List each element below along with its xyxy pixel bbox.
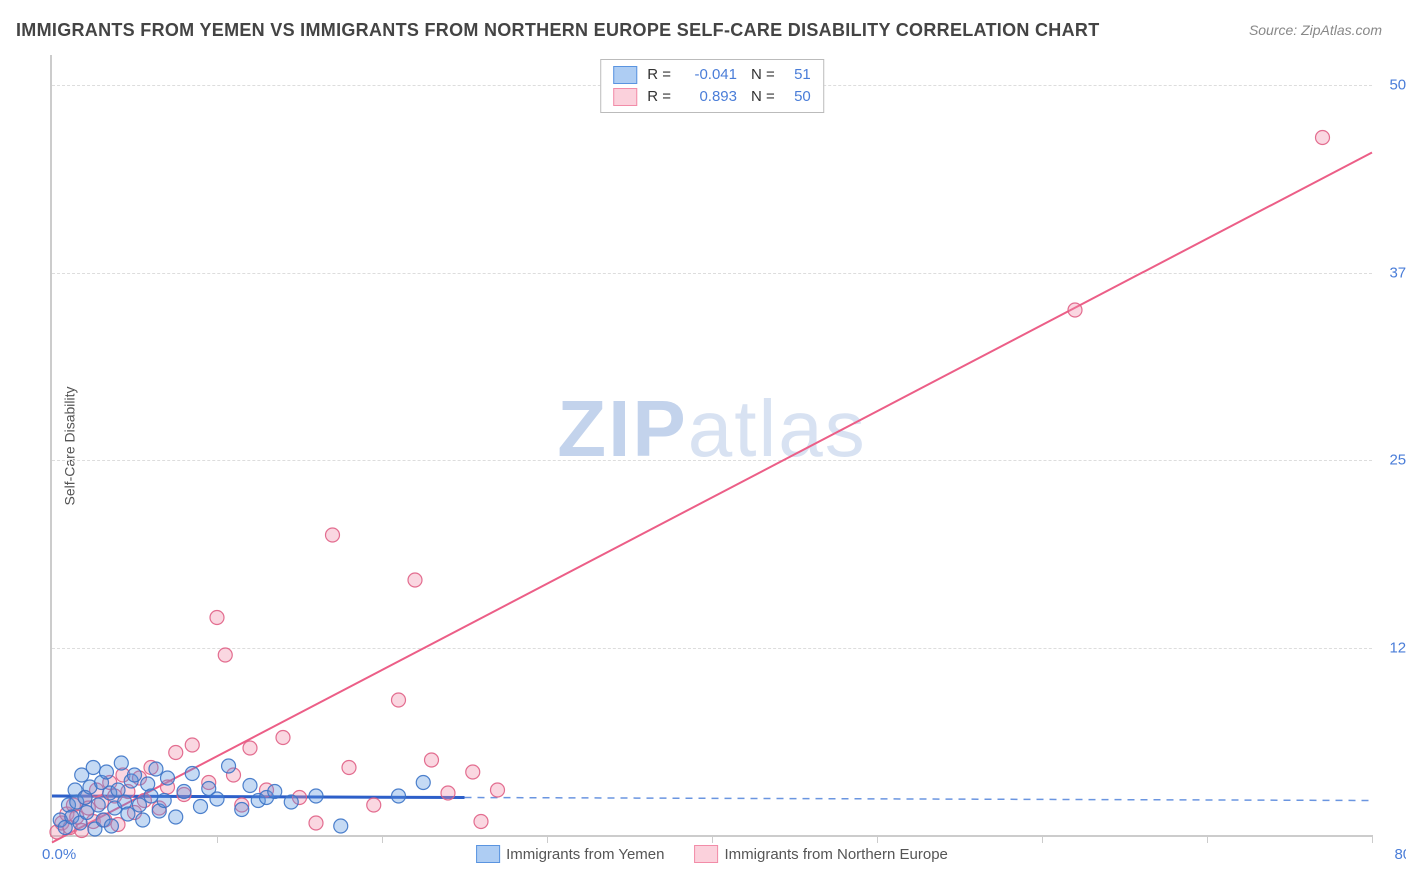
legend-item-yemen: Immigrants from Yemen [476,845,664,863]
source-prefix: Source: [1249,22,1301,38]
x-axis-max-label: 80.0% [1394,846,1406,863]
chart-title: IMMIGRANTS FROM YEMEN VS IMMIGRANTS FROM… [16,20,1100,41]
y-tick-label: 50.0% [1377,77,1406,94]
plot-svg [52,55,1372,835]
source-attribution: Source: ZipAtlas.com [1249,22,1382,38]
source-name: ZipAtlas.com [1301,22,1382,38]
chart-container: IMMIGRANTS FROM YEMEN VS IMMIGRANTS FROM… [0,0,1406,892]
swatch-neurope-bottom [694,845,718,863]
y-tick-label: 25.0% [1377,452,1406,469]
x-axis-min-label: 0.0% [42,846,76,863]
legend-label-neurope: Immigrants from Northern Europe [724,846,947,863]
series-legend: Immigrants from Yemen Immigrants from No… [476,845,948,863]
y-tick-label: 37.5% [1377,264,1406,281]
legend-label-yemen: Immigrants from Yemen [506,846,664,863]
swatch-yemen-bottom [476,845,500,863]
y-tick-label: 12.5% [1377,639,1406,656]
legend-item-neurope: Immigrants from Northern Europe [694,845,947,863]
plot-area: ZIPatlas 12.5%25.0%37.5%50.0% 0.0% 80.0%… [50,55,1372,837]
